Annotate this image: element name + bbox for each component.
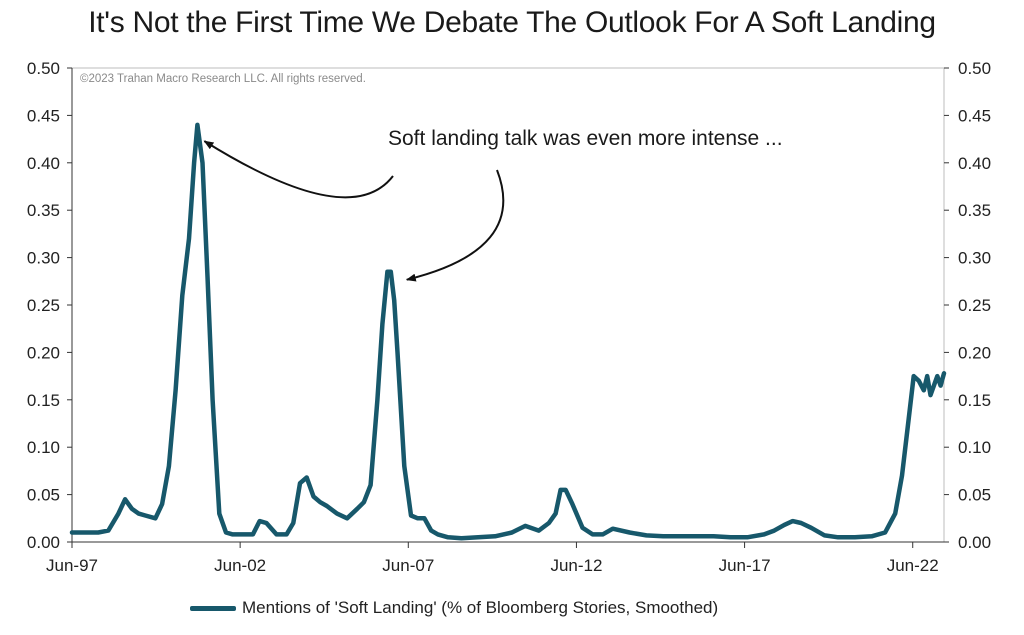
y-axis-left: 0.00 0.05 0.10 0.15 0.20 0.25 0.30 0.35 0.40 0.45… (27, 59, 73, 552)
y-tick-label-left: 0.25 (27, 296, 60, 315)
y-tick-label-left: 0.05 (27, 486, 60, 505)
y-tick-label-left: 0.45 (27, 106, 60, 125)
y-tick-label-right: 0.30 (958, 249, 991, 268)
y-tick-label-right: 0.45 (958, 106, 991, 125)
series-line-soft-landing (69, 122, 947, 541)
chart-title: It's Not the First Time We Debate The Ou… (88, 6, 936, 39)
annotation-text: Soft landing talk was even more intense … (388, 127, 783, 150)
legend-swatch (190, 605, 236, 611)
annotation-arrow-2007-peak (405, 169, 505, 282)
y-tick-label-left: 0.35 (27, 201, 60, 220)
x-tick-label: Jun-17 (719, 556, 771, 575)
legend-label: Mentions of 'Soft Landing' (% of Bloombe… (242, 598, 719, 617)
y-axis-right: 0.00 0.05 0.10 0.15 0.20 0.25 0.30 0.35 0.40 0.45… (944, 59, 991, 552)
x-axis: Jun-97 Jun-02 Jun-07 Jun-12 Jun-17 Jun-22 (46, 541, 944, 575)
y-tick-label-right: 0.15 (958, 391, 991, 410)
annotation-arrow-2001-peak (203, 140, 394, 199)
x-tick-label: Jun-97 (46, 556, 98, 575)
y-tick-label-right: 0.05 (958, 486, 991, 505)
y-tick-label-left: 0.10 (27, 438, 60, 457)
y-tick-label-right: 0.35 (958, 201, 991, 220)
x-tick-label: Jun-02 (214, 556, 266, 575)
copyright-note: ©2023 Trahan Macro Research LLC. All rig… (80, 73, 366, 85)
y-tick-label-right: 0.25 (958, 296, 991, 315)
y-tick-label-left: 0.50 (27, 59, 60, 78)
y-tick-label-right: 0.10 (958, 438, 991, 457)
y-tick-label-left: 0.40 (27, 154, 60, 173)
legend: Mentions of 'Soft Landing' (% of Bloombe… (190, 598, 718, 618)
y-tick-label-left: 0.15 (27, 391, 60, 410)
annotation-arrows (203, 140, 505, 282)
y-tick-label-left: 0.00 (27, 533, 60, 552)
y-tick-label-left: 0.30 (27, 249, 60, 268)
y-tick-label-right: 0.00 (958, 533, 991, 552)
y-tick-label-right: 0.40 (958, 154, 991, 173)
y-tick-label-right: 0.50 (958, 59, 991, 78)
x-tick-label: Jun-22 (887, 556, 939, 575)
x-tick-label: Jun-07 (382, 556, 434, 575)
y-tick-label-left: 0.20 (27, 343, 60, 362)
y-tick-label-right: 0.20 (958, 343, 991, 362)
x-tick-label: Jun-12 (550, 556, 602, 575)
